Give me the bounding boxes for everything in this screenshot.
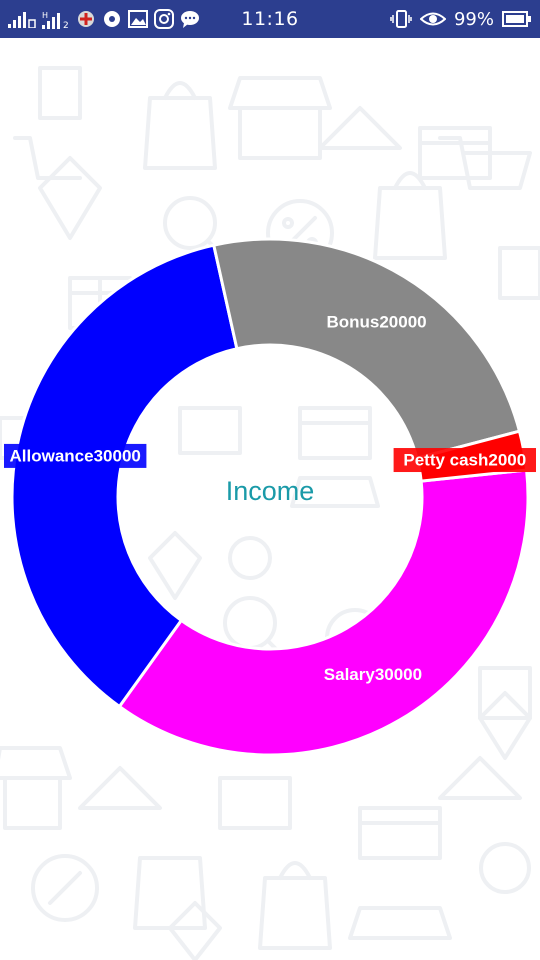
status-right-icons: 99% <box>390 0 532 38</box>
slice-label-bg <box>4 443 147 468</box>
svg-text:Salary30000: Salary30000 <box>324 665 422 684</box>
app-notification-icon <box>76 9 96 29</box>
svg-text:2: 2 <box>63 21 69 29</box>
income-chart: Salary30000 Allowance30000 Bonus20000 Petty… <box>0 200 540 780</box>
instagram-icon <box>154 9 174 29</box>
signal-bars-icon <box>8 10 36 28</box>
slice-bonus[interactable] <box>211 237 522 461</box>
battery-percent: 99% <box>453 8 494 30</box>
income-donut-chart: Salary30000 Allowance30000 Bonus20000 Petty… <box>4 237 536 757</box>
battery-icon <box>502 10 532 28</box>
slice-allowance[interactable] <box>10 243 239 709</box>
slice-label-bg <box>393 448 536 473</box>
media-notification-icon <box>102 9 122 29</box>
slice-label-bg <box>316 662 430 687</box>
eye-icon <box>419 11 446 27</box>
slice-label-petty-cash: Petty cash2000 <box>393 448 536 473</box>
svg-text:Bonus20000: Bonus20000 <box>326 312 426 331</box>
vibrate-icon <box>390 9 412 29</box>
slice-label-salary: Salary30000 <box>316 662 430 687</box>
svg-text:H: H <box>42 11 48 20</box>
slice-label-bonus: Bonus20000 <box>324 309 429 334</box>
chart-center-title: Income <box>225 476 315 506</box>
status-time: 11:16 <box>241 8 299 30</box>
svg-text:Allowance30000: Allowance30000 <box>10 446 141 465</box>
chat-icon <box>180 10 200 28</box>
svg-text:Petty cash2000: Petty cash2000 <box>403 451 526 470</box>
slice-salary[interactable] <box>117 468 530 757</box>
slice-label-allowance: Allowance30000 <box>4 443 147 468</box>
slice-label-bg <box>324 309 429 334</box>
gallery-icon <box>128 10 148 28</box>
